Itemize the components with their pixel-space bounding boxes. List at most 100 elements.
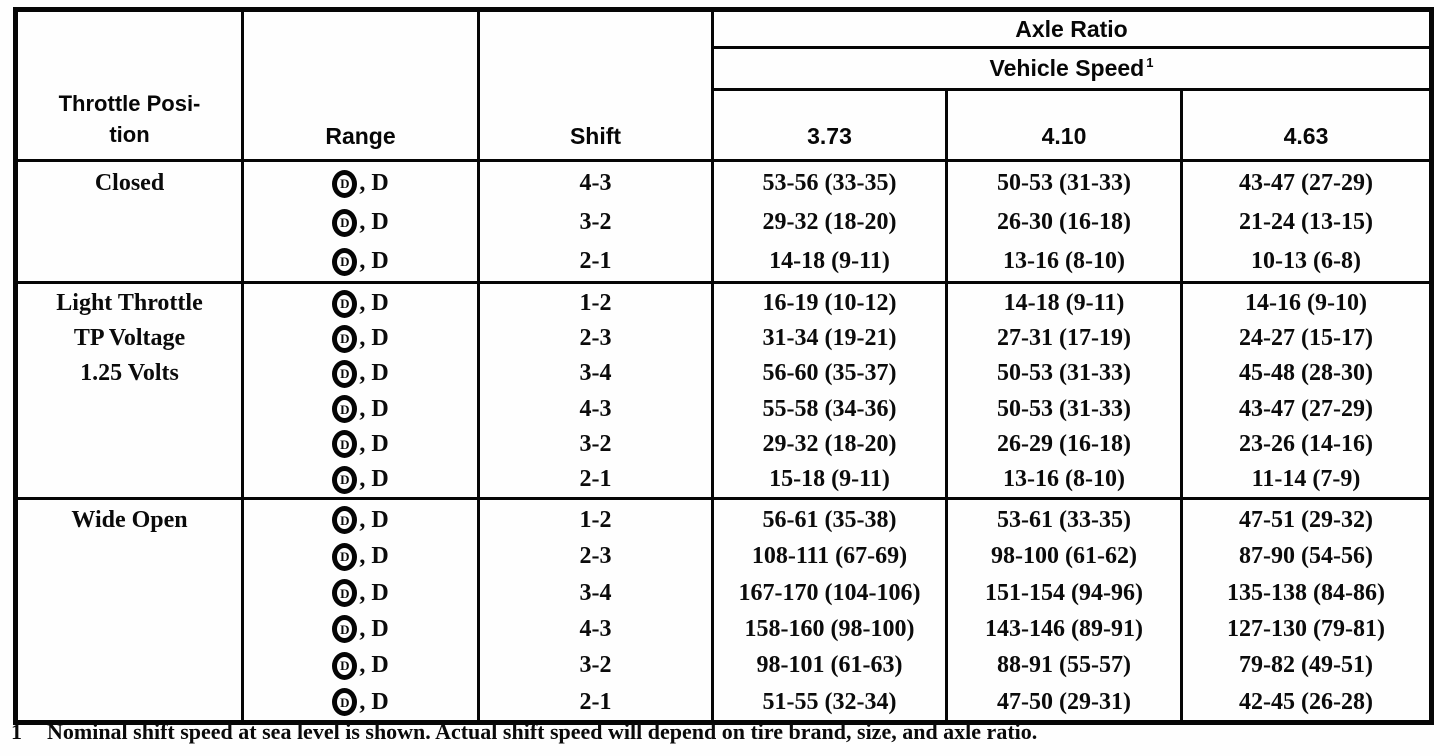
col-header-ratio-3-73: 3.73 — [711, 88, 948, 162]
speed-value: 13-16 (8-10) — [1003, 248, 1125, 274]
speed-value: 43-47 (27-29) — [1239, 395, 1373, 422]
speed-stack: 47-51 (29-32) 87-90 (54-56) 135-138 (84-86… — [1183, 500, 1429, 720]
overdrive-d-icon: D — [332, 615, 358, 644]
shift-cell: 1-2 2-3 3-4 4-3 3-2 2-1 — [477, 497, 714, 725]
overdrive-d-icon: D — [332, 169, 358, 198]
range-suffix: , D — [359, 615, 389, 642]
speed-value: 87-90 (54-56) — [1239, 543, 1373, 570]
col-header-shift: Shift — [477, 8, 714, 162]
range-value: D , D — [244, 648, 477, 684]
range-value: D , D — [244, 427, 477, 462]
overdrive-d-letter: D — [340, 254, 350, 269]
col-header-axle-ratio: Axle Ratio — [711, 8, 1433, 49]
speed-value: 158-160 (98-100) — [744, 615, 915, 642]
overdrive-d-letter: D — [340, 296, 350, 312]
overdrive-d-icon: D — [332, 289, 358, 318]
shift-value: 4-3 — [579, 395, 612, 422]
speed-stack: 50-53 (31-33) 26-30 (16-18) 13-16 (8-10) — [948, 162, 1180, 281]
range-value: D , D — [244, 356, 477, 391]
throttle-position-cell: Closed — [14, 159, 244, 284]
shift-value: 2-1 — [579, 688, 612, 715]
shift-value: 2-3 — [579, 543, 612, 570]
range-value: D , D — [244, 575, 477, 611]
speed-value: 45-48 (28-30) — [1239, 360, 1373, 387]
range-value: D , D — [244, 203, 477, 242]
overdrive-d-letter: D — [340, 549, 350, 565]
range-suffix: , D — [359, 209, 389, 235]
overdrive-d-letter: D — [340, 472, 350, 488]
group-row-0: Closed D , D D , D D , D 4-3 3-2 2-1 53-56 (33-35)… — [14, 159, 1433, 284]
speed-value: 13-16 (8-10) — [1003, 466, 1125, 493]
range-value: D , D — [244, 286, 477, 321]
shift-value: 3-2 — [579, 430, 612, 457]
overdrive-d-icon: D — [332, 359, 358, 388]
overdrive-d-letter: D — [340, 436, 350, 452]
speed-value: 47-50 (29-31) — [997, 688, 1131, 715]
footnote-number: 1 — [11, 719, 22, 744]
speed-stack: 56-61 (35-38) 108-111 (67-69) 167-170 (104… — [714, 500, 945, 720]
throttle-label-line: Light Throttle — [56, 290, 203, 317]
range-suffix: , D — [359, 395, 389, 422]
overdrive-d-icon: D — [332, 395, 358, 424]
range-value: D , D — [244, 462, 477, 497]
range-suffix: , D — [359, 652, 389, 679]
overdrive-d-icon: D — [332, 247, 358, 276]
shift-speed-table: Throttle Posi- tion Range Shift Axle Rat… — [13, 7, 1434, 726]
range-stack: D , D D , D D , D D , D D , D D , D — [244, 284, 477, 497]
speed-value: 11-14 (7-9) — [1251, 466, 1361, 493]
speed-stack: 16-19 (10-12) 31-34 (19-21) 56-60 (35-37) 5… — [714, 284, 945, 497]
speed-cell-ratio-4.63: 14-16 (9-10) 24-27 (15-17) 45-48 (28-30) 43… — [1180, 280, 1433, 501]
table-body: Closed D , D D , D D , D 4-3 3-2 2-1 53-56 (33-35)… — [14, 159, 1433, 725]
overdrive-d-icon: D — [332, 651, 358, 680]
overdrive-d-icon: D — [332, 542, 358, 571]
shift-cell: 1-2 2-3 3-4 4-3 3-2 2-1 — [477, 280, 714, 501]
overdrive-d-letter: D — [340, 621, 350, 637]
overdrive-d-icon: D — [332, 430, 358, 459]
range-cell: D , D D , D D , D D , D D , D D , D — [241, 280, 480, 501]
throttle-header-line1: Throttle Posi- — [58, 91, 201, 116]
speed-value: 27-31 (17-19) — [997, 325, 1131, 352]
speed-stack: 53-61 (33-35) 98-100 (61-62) 151-154 (94-9… — [948, 500, 1180, 720]
overdrive-d-letter: D — [340, 658, 350, 674]
range-stack: D , D D , D D , D — [244, 162, 477, 281]
shift-stack: 1-2 2-3 3-4 4-3 3-2 2-1 — [480, 284, 711, 497]
speed-value: 55-58 (34-36) — [762, 395, 897, 422]
overdrive-d-icon: D — [332, 208, 358, 237]
shift-value: 1-2 — [579, 506, 612, 533]
shift-stack: 4-3 3-2 2-1 — [480, 162, 711, 281]
speed-cell-ratio-3.73: 16-19 (10-12) 31-34 (19-21) 56-60 (35-37) 5… — [711, 280, 948, 501]
range-cell: D , D D , D D , D — [241, 159, 480, 284]
throttle-label-stack: Wide Open — [18, 500, 241, 538]
throttle-header-line2: tion — [109, 122, 150, 147]
range-suffix: , D — [359, 360, 389, 387]
speed-cell-ratio-4.10: 14-18 (9-11) 27-31 (17-19) 50-53 (31-33) 50… — [945, 280, 1183, 501]
speed-value: 14-16 (9-10) — [1245, 290, 1367, 317]
speed-value: 53-56 (33-35) — [762, 170, 897, 196]
overdrive-d-icon: D — [332, 579, 358, 608]
overdrive-d-letter: D — [340, 694, 350, 710]
range-value: D , D — [244, 684, 477, 720]
speed-value: 21-24 (13-15) — [1239, 209, 1373, 235]
speed-value: 53-61 (33-35) — [997, 506, 1131, 533]
range-suffix: , D — [359, 579, 389, 606]
speed-value: 42-45 (26-28) — [1239, 688, 1373, 715]
shift-cell: 4-3 3-2 2-1 — [477, 159, 714, 284]
throttle-label-line: TP Voltage — [73, 325, 186, 352]
throttle-position-cell: Light Throttle TP Voltage 1.25 Volts — [14, 280, 244, 501]
speed-value: 79-82 (49-51) — [1239, 652, 1373, 679]
shift-value: 3-2 — [579, 652, 612, 679]
range-suffix: , D — [359, 543, 389, 570]
speed-cell-ratio-4.10: 50-53 (31-33) 26-30 (16-18) 13-16 (8-10) — [945, 159, 1183, 284]
speed-value: 10-13 (6-8) — [1251, 248, 1361, 274]
speed-cell-ratio-4.63: 43-47 (27-29) 21-24 (13-15) 10-13 (6-8) — [1180, 159, 1433, 284]
speed-value: 50-53 (31-33) — [997, 170, 1131, 196]
speed-stack: 53-56 (33-35) 29-32 (18-20) 14-18 (9-11) — [714, 162, 945, 281]
col-header-throttle-position: Throttle Posi- tion — [14, 8, 244, 162]
speed-value: 43-47 (27-29) — [1239, 170, 1373, 196]
table-header: Throttle Posi- tion Range Shift Axle Rat… — [14, 8, 1433, 162]
overdrive-d-icon: D — [332, 506, 358, 535]
throttle-label-line: Wide Open — [71, 506, 188, 533]
footnote: 1 Nominal shift speed at sea level is sho… — [11, 719, 1037, 745]
speed-cell-ratio-3.73: 53-56 (33-35) 29-32 (18-20) 14-18 (9-11) — [711, 159, 948, 284]
speed-value: 14-18 (9-11) — [1003, 290, 1125, 317]
